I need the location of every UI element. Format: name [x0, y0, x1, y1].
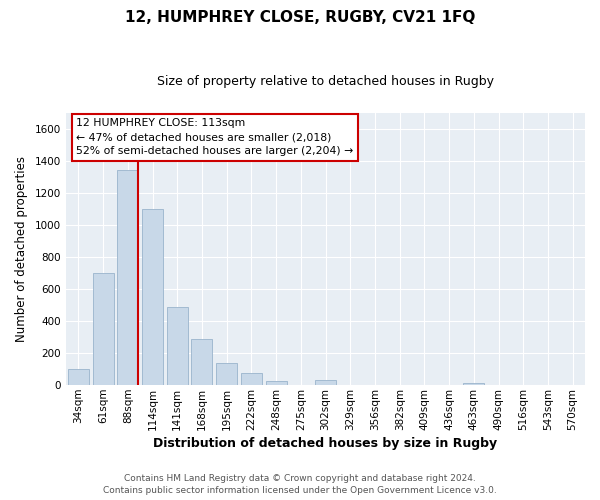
Bar — [118, 170, 139, 385]
Text: Contains HM Land Registry data © Crown copyright and database right 2024.
Contai: Contains HM Land Registry data © Crown c… — [103, 474, 497, 495]
Bar — [266, 381, 287, 385]
Bar — [167, 306, 188, 385]
Y-axis label: Number of detached properties: Number of detached properties — [15, 156, 28, 342]
Text: 12 HUMPHREY CLOSE: 113sqm
← 47% of detached houses are smaller (2,018)
52% of se: 12 HUMPHREY CLOSE: 113sqm ← 47% of detac… — [76, 118, 353, 156]
Bar — [191, 340, 212, 385]
Bar — [92, 273, 113, 385]
Text: 12, HUMPHREY CLOSE, RUGBY, CV21 1FQ: 12, HUMPHREY CLOSE, RUGBY, CV21 1FQ — [125, 10, 475, 25]
Bar — [68, 369, 89, 385]
Bar — [216, 362, 237, 385]
Bar — [463, 382, 484, 385]
X-axis label: Distribution of detached houses by size in Rugby: Distribution of detached houses by size … — [154, 437, 497, 450]
Title: Size of property relative to detached houses in Rugby: Size of property relative to detached ho… — [157, 75, 494, 88]
Bar — [142, 209, 163, 385]
Bar — [315, 380, 336, 385]
Bar — [241, 373, 262, 385]
